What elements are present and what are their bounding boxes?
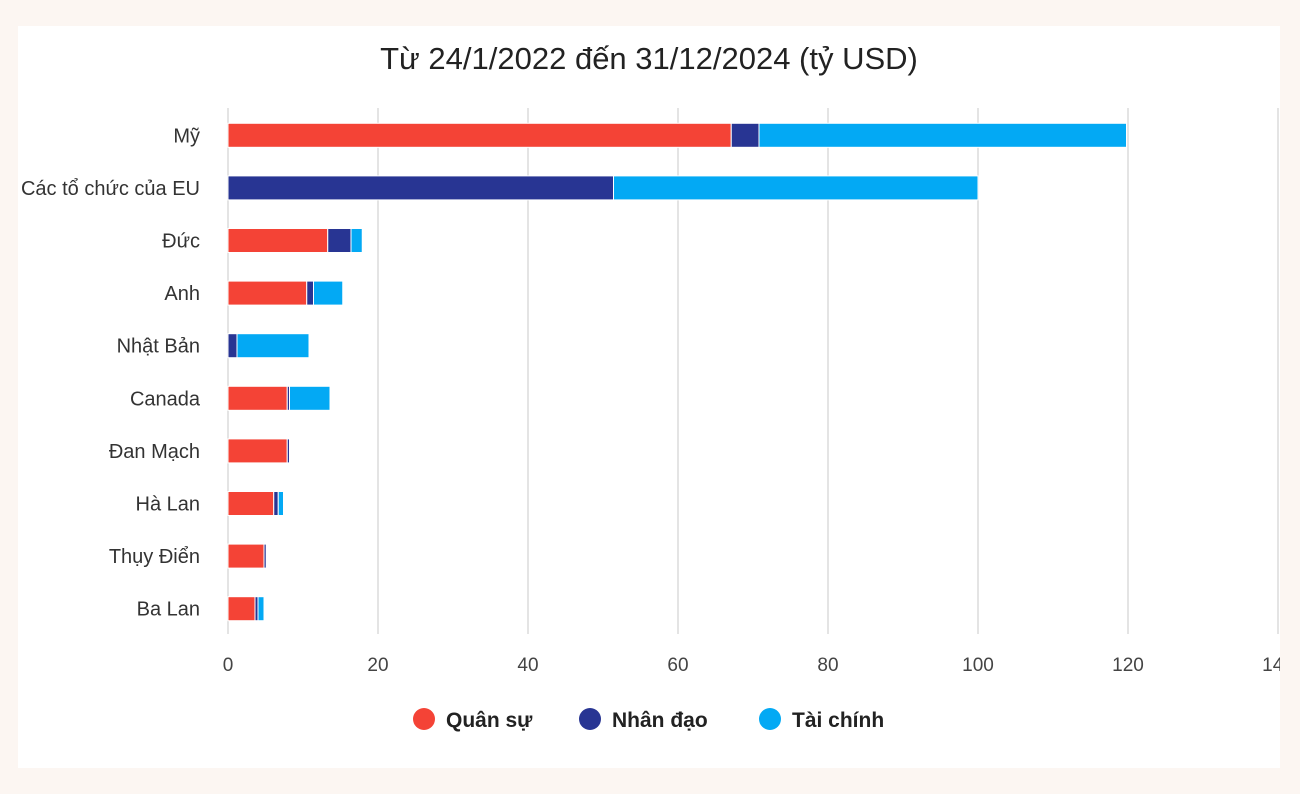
category-label: Thụy Điển	[109, 546, 200, 568]
bar-segment	[273, 491, 279, 516]
category-label: Ba Lan	[137, 599, 200, 621]
legend: Quân sự Nhân đạo Tài chính	[413, 708, 884, 732]
bar-segment	[227, 122, 732, 148]
bar-segment	[730, 122, 760, 148]
x-tick-label: 40	[517, 655, 538, 676]
legend-label: Nhân đạo	[612, 709, 708, 732]
bar-segment	[277, 491, 284, 516]
legend-swatch	[579, 708, 601, 730]
bar-segment	[613, 175, 979, 201]
x-axis-ticks: 0 20 40 60 80 100 120 140	[223, 655, 1280, 676]
bar-segment	[289, 385, 331, 411]
category-label: Đức	[162, 231, 200, 253]
bar-segment	[227, 385, 288, 411]
bar-segment	[257, 596, 265, 622]
bar-segment	[236, 333, 310, 359]
bar-segment	[227, 228, 329, 253]
legend-label: Tài chính	[792, 709, 884, 732]
stacked-bar-chart: Từ 24/1/2022 đến 31/12/2024 (tỷ USD) Mỹ C…	[21, 41, 1280, 732]
category-label: Đan Mạch	[109, 441, 200, 463]
x-tick-label: 60	[667, 655, 688, 676]
legend-label: Quân sự	[446, 709, 533, 732]
category-label: Canada	[130, 388, 201, 410]
category-label: Nhật Bản	[117, 336, 200, 358]
bar-segment	[227, 543, 265, 569]
chart-title: Từ 24/1/2022 đến 31/12/2024 (tỷ USD)	[380, 41, 918, 76]
legend-swatch	[759, 708, 781, 730]
x-tick-label: 140	[1262, 655, 1280, 676]
category-label: Mỹ	[173, 125, 200, 147]
bar-segment	[263, 543, 267, 569]
x-tick-label: 0	[223, 655, 234, 676]
bar-segment	[227, 280, 308, 306]
bar-segment	[227, 596, 256, 622]
x-tick-label: 120	[1112, 655, 1144, 676]
category-labels: Mỹ Các tổ chức của EU Đức Anh Nhật Bản Canada…	[21, 125, 201, 620]
bar-segment	[227, 438, 288, 464]
bar-segment	[286, 438, 290, 464]
bar-segment	[350, 228, 363, 253]
bar-segment	[758, 122, 1127, 148]
bar-segment	[227, 491, 275, 516]
bar-segment	[306, 280, 314, 306]
bar-segment	[313, 280, 344, 306]
chart-card: Từ 24/1/2022 đến 31/12/2024 (tỷ USD) Mỹ C…	[18, 26, 1280, 768]
x-tick-label: 100	[962, 655, 994, 676]
category-label: Hà Lan	[136, 494, 201, 516]
x-tick-label: 80	[817, 655, 838, 676]
legend-swatch	[413, 708, 435, 730]
bar-segment	[227, 175, 614, 201]
x-tick-label: 20	[367, 655, 388, 676]
bar-segment	[327, 228, 352, 253]
category-label: Anh	[164, 283, 200, 305]
bar-segment	[227, 333, 238, 359]
category-label: Các tổ chức của EU	[21, 178, 200, 200]
bars	[227, 122, 1127, 622]
